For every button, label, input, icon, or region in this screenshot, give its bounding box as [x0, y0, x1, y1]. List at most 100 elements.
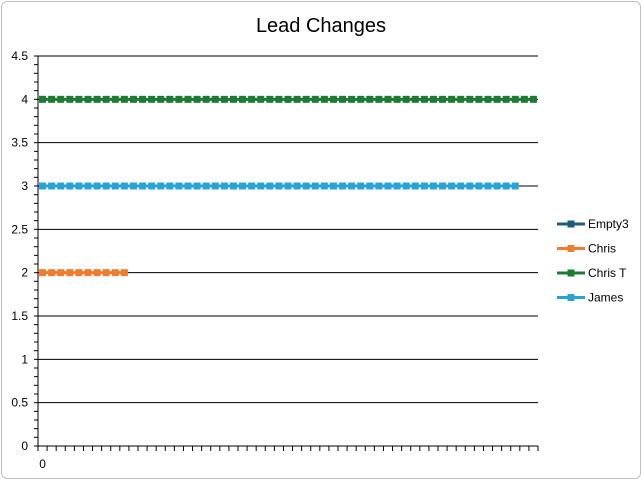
legend-entry: James: [557, 291, 623, 305]
series-james: [39, 182, 519, 190]
data-point: [93, 182, 101, 190]
data-point: [57, 95, 65, 103]
data-point: [66, 95, 74, 103]
data-point: [102, 95, 110, 103]
data-point: [129, 95, 137, 103]
data-point: [75, 182, 83, 190]
data-point: [357, 182, 365, 190]
y-tick-label: 0.5: [11, 396, 28, 410]
data-point: [229, 182, 237, 190]
data-point: [184, 182, 192, 190]
y-tick-label: 4: [21, 92, 28, 106]
data-point: [457, 95, 465, 103]
data-point: [439, 182, 447, 190]
data-point: [211, 95, 219, 103]
data-point: [75, 95, 83, 103]
data-point: [329, 182, 337, 190]
data-point: [193, 182, 201, 190]
data-point: [393, 182, 401, 190]
data-point: [511, 182, 519, 190]
data-point: [93, 269, 101, 277]
data-point: [120, 269, 128, 277]
series-group: [39, 95, 537, 277]
series-chris: [39, 269, 128, 277]
data-point: [166, 182, 174, 190]
data-point: [166, 95, 174, 103]
data-point: [339, 95, 347, 103]
y-tick-label: 3: [21, 179, 28, 193]
data-point: [202, 182, 210, 190]
y-tick-label: 0: [21, 439, 28, 453]
data-point: [457, 182, 465, 190]
gridlines: [38, 55, 538, 447]
data-point: [475, 182, 483, 190]
data-point: [448, 95, 456, 103]
data-point: [248, 95, 256, 103]
data-point: [429, 95, 437, 103]
data-point: [502, 182, 510, 190]
data-point: [257, 182, 265, 190]
data-point: [311, 95, 319, 103]
data-point: [529, 95, 537, 103]
data-point: [75, 269, 83, 277]
data-point: [448, 182, 456, 190]
data-point: [175, 95, 183, 103]
legend-entry: Chris T: [557, 266, 627, 280]
data-point: [293, 95, 301, 103]
data-point: [466, 182, 474, 190]
data-point: [111, 269, 119, 277]
legend-entry: Empty3: [557, 217, 629, 231]
data-point: [48, 182, 56, 190]
data-point: [475, 95, 483, 103]
data-point: [493, 95, 501, 103]
data-point: [275, 182, 283, 190]
data-point: [384, 95, 392, 103]
data-point: [111, 95, 119, 103]
data-point: [93, 95, 101, 103]
data-point: [157, 95, 165, 103]
data-point: [357, 95, 365, 103]
legend-label: Empty3: [588, 217, 629, 231]
series-chris-t: [39, 95, 537, 103]
data-point: [184, 95, 192, 103]
data-point: [302, 95, 310, 103]
data-point: [466, 95, 474, 103]
data-point: [266, 95, 274, 103]
y-tick-label: 3.5: [11, 136, 28, 150]
data-point: [348, 95, 356, 103]
data-point: [402, 182, 410, 190]
y-tick-label: 4.5: [11, 49, 28, 63]
data-point: [120, 182, 128, 190]
data-point: [239, 95, 247, 103]
data-point: [129, 182, 137, 190]
data-point: [157, 182, 165, 190]
legend-marker: [567, 245, 575, 252]
data-point: [302, 182, 310, 190]
data-point: [248, 182, 256, 190]
y-tick-label: 1.5: [11, 309, 28, 323]
data-point: [84, 182, 92, 190]
legend-marker: [567, 269, 575, 277]
legend: Empty3 Chris Chris T James: [557, 217, 629, 305]
data-point: [111, 182, 119, 190]
y-tick-label: 2: [21, 266, 28, 280]
data-point: [57, 182, 65, 190]
data-point: [402, 95, 410, 103]
data-point: [493, 182, 501, 190]
data-point: [120, 95, 128, 103]
data-point: [148, 182, 156, 190]
data-point: [329, 95, 337, 103]
data-point: [339, 182, 347, 190]
data-point: [266, 182, 274, 190]
data-point: [275, 95, 283, 103]
data-point: [375, 95, 383, 103]
data-point: [284, 95, 292, 103]
data-point: [48, 95, 56, 103]
x-tick-label: 0: [39, 457, 46, 471]
data-point: [220, 95, 228, 103]
data-point: [175, 182, 183, 190]
legend-label: Chris: [588, 242, 616, 256]
data-point: [384, 182, 392, 190]
data-point: [293, 182, 301, 190]
